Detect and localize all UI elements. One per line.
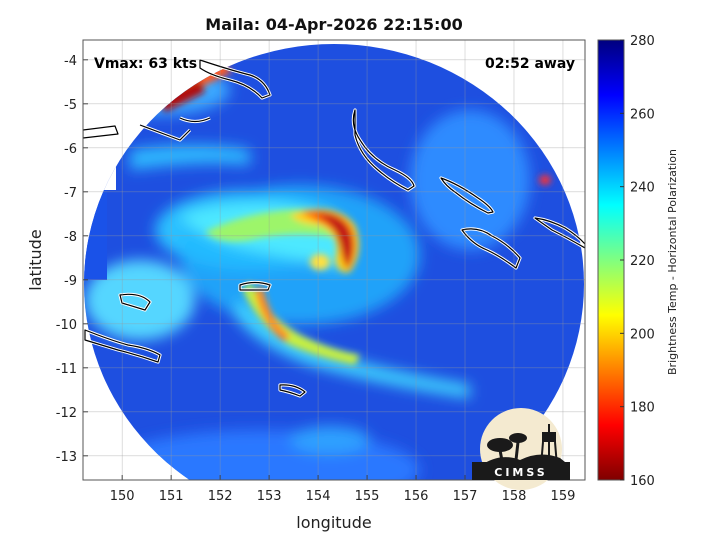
- x-tick-label: 155: [355, 489, 380, 504]
- colorbar-tick-label: 280: [630, 34, 655, 49]
- x-tick-label: 157: [453, 489, 478, 504]
- colorbar-tick-label: 160: [630, 474, 655, 489]
- x-tick-label: 153: [257, 489, 282, 504]
- plot-frame: [82, 39, 586, 481]
- colorbar: 280 260 240 220 200 180 160 Brightness Temp - …: [597, 34, 679, 489]
- colorbar-ticks: 280 260 240 220 200 180 160: [620, 34, 655, 489]
- colorbar-gradient: [597, 39, 625, 481]
- colorbar-label: Brightness Temp - Horizontal Polarizatio…: [666, 149, 679, 375]
- y-tick-label: -7: [64, 186, 77, 201]
- y-tick-label: -8: [64, 230, 77, 245]
- vmax-label: Vmax: 63 kts: [94, 56, 197, 72]
- time-offset-label: 02:52 away: [485, 56, 575, 72]
- y-tick-label: -11: [56, 362, 77, 377]
- colorbar-tick-label: 220: [630, 254, 655, 269]
- x-tick-label: 150: [110, 489, 135, 504]
- colorbar-tick-label: 260: [630, 107, 655, 122]
- colorbar-tick-label: 240: [630, 181, 655, 196]
- coastlines: [83, 58, 585, 398]
- x-tick-label: 156: [404, 489, 429, 504]
- y-axis-label: latitude: [26, 229, 45, 290]
- x-axis-label: longitude: [296, 513, 371, 532]
- y-tick-label: -5: [64, 98, 77, 113]
- y-tick-label: -9: [64, 274, 77, 289]
- x-tick-label: 151: [159, 489, 184, 504]
- y-tick-label: -10: [56, 318, 77, 333]
- colorbar-tick-label: 200: [630, 327, 655, 342]
- x-tick-label: 159: [551, 489, 576, 504]
- y-tick-label: -13: [56, 450, 77, 465]
- x-tick-label: 158: [502, 489, 527, 504]
- cimss-logo-text: CIMSS: [494, 466, 547, 479]
- x-tick-label: 154: [306, 489, 331, 504]
- y-tick-label: -6: [64, 142, 77, 157]
- grid: [83, 40, 585, 480]
- colorbar-tick-label: 180: [630, 401, 655, 416]
- x-tick-label: 152: [208, 489, 233, 504]
- cimss-logo: CIMSS: [472, 408, 570, 490]
- axis-ticks: 150 151 152 153 154 155 156 157 158 159 -4 -5 -6 -7 -8…: [56, 54, 576, 504]
- chart-title: Maila: 04-Apr-2026 22:15:00: [205, 15, 462, 34]
- y-tick-label: -12: [56, 406, 77, 421]
- y-tick-label: -4: [64, 54, 77, 69]
